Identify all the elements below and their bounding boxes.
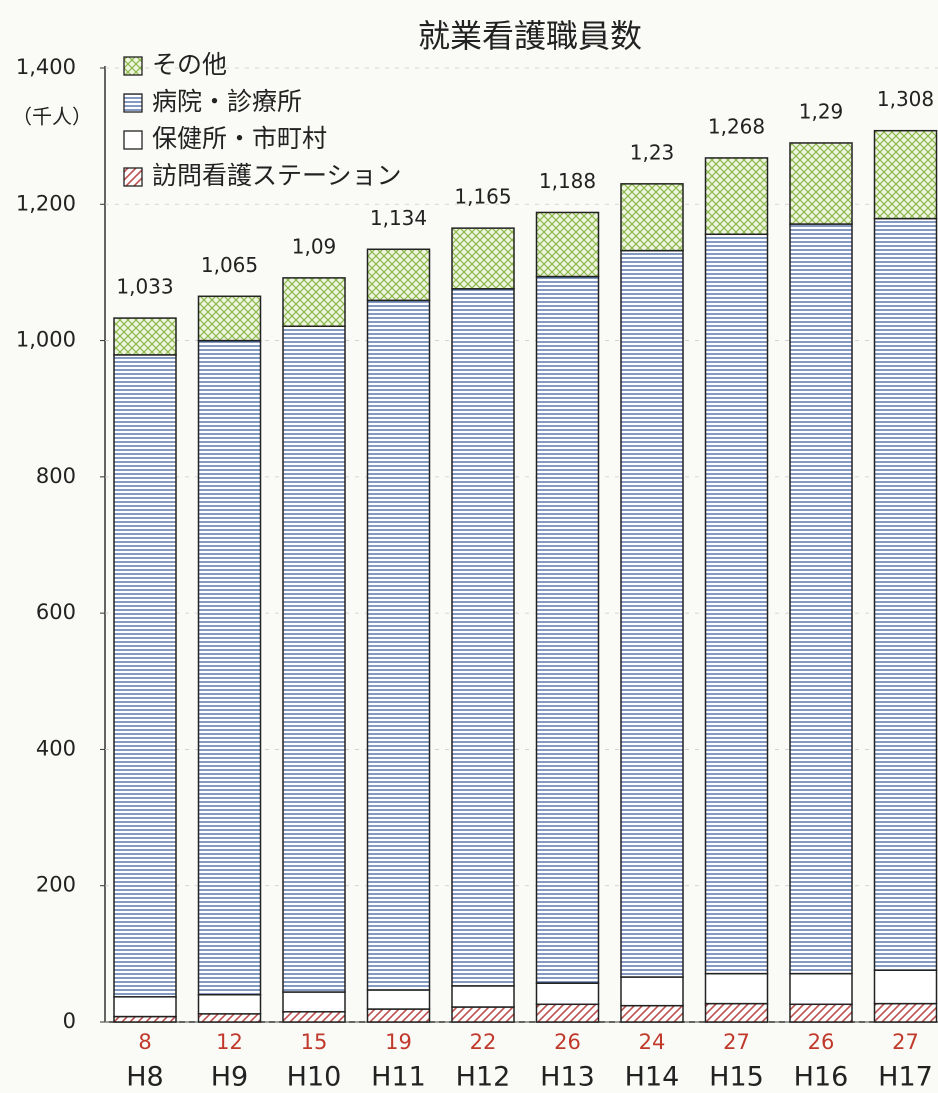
y-tick-label: 1,400 [16,55,76,79]
legend-swatch [123,93,143,113]
bar-segment [451,288,515,987]
y-tick-label: 0 [63,1009,76,1033]
legend-swatch [123,167,143,187]
total-label: 1,065 [201,253,258,277]
bar-segment [282,991,346,1013]
legend-label: その他 [152,50,227,79]
bar-segment [197,339,262,996]
total-label: 1,09 [292,234,337,258]
bar-segment [704,233,769,975]
bar-segment [113,996,177,1018]
x-tick-label: H10 [287,1062,342,1093]
bar-segment [789,223,853,975]
bar-segment [620,1004,684,1023]
bar-segment [620,183,684,252]
y-tick-label: 400 [36,736,76,760]
legend-label: 病院・診療所 [152,87,302,116]
legend-swatch [123,56,143,76]
total-label: 1,308 [877,87,934,111]
y-tick-label: 1,200 [16,191,76,215]
bar-segment [197,1013,262,1023]
y-tick-label: 1,000 [16,328,76,352]
bar-segment [535,982,600,1006]
x-tick-label: H17 [878,1062,933,1093]
y-tick-label: 200 [36,873,76,897]
data-label: 8 [138,1030,151,1054]
y-tick-label: 800 [36,464,76,488]
bar-segment [366,248,431,302]
total-label: 1,134 [370,206,427,230]
bar-segment [282,325,346,993]
x-tick-label: H15 [709,1062,764,1093]
x-tick-label: H11 [371,1062,426,1093]
bar-segment [366,989,431,1010]
bar-segment [873,129,938,220]
bar-segment [873,1002,938,1023]
x-tick-label: H14 [625,1062,680,1093]
chart-title: 就業看護職員数 [418,17,642,55]
bar-segment [789,972,853,1006]
bar-segment [873,969,938,1005]
data-label: 15 [301,1030,328,1054]
total-label: 1,165 [454,185,511,209]
bar-segment [113,354,177,998]
bar-segment [620,249,684,978]
bar-segment [704,1002,769,1023]
data-label: 19 [385,1030,412,1054]
bar-segment [535,1003,600,1023]
x-tick-label: H13 [540,1062,595,1093]
bar-segment [197,295,262,342]
data-label: 26 [808,1030,835,1054]
bar-segment [535,275,600,984]
y-tick-label: 600 [36,600,76,624]
bar-segment [366,1008,431,1023]
bar-segment [366,299,431,991]
data-label: 22 [470,1030,497,1054]
bar-segment [789,142,853,225]
y-axis-label: （千人） [12,105,92,129]
x-tick-label: H8 [126,1062,163,1093]
bar-segment [535,211,600,278]
total-label: 1,23 [630,140,675,164]
bar-segment [451,1006,515,1023]
x-tick-label: H12 [456,1062,511,1093]
bar-segment [197,993,262,1015]
total-label: 1,29 [799,99,844,123]
data-label: 27 [723,1030,750,1054]
bar-segment [282,277,346,328]
bar-segment [620,976,684,1007]
bar-segment [451,227,515,290]
x-tick-label: H16 [794,1062,849,1093]
bar-segment [113,1015,177,1023]
bar-segment [451,985,515,1008]
total-label: 1,268 [708,114,765,138]
data-label: 24 [639,1030,666,1054]
bar-segment [282,1011,346,1023]
data-label: 27 [892,1030,919,1054]
legend-label: 保健所・市町村 [152,124,327,153]
data-label: 26 [554,1030,581,1054]
bar-segment [789,1003,853,1023]
legend-swatch [123,130,143,150]
bar-segment [873,217,938,971]
total-label: 1,188 [539,169,596,193]
x-tick-label: H9 [211,1062,248,1093]
data-label: 12 [216,1030,243,1054]
total-label: 1,033 [116,275,173,299]
legend-label: 訪問看護ステーション [152,161,402,190]
bar-segment [704,157,769,236]
bar-segment [704,972,769,1005]
bar-segment [113,317,177,356]
